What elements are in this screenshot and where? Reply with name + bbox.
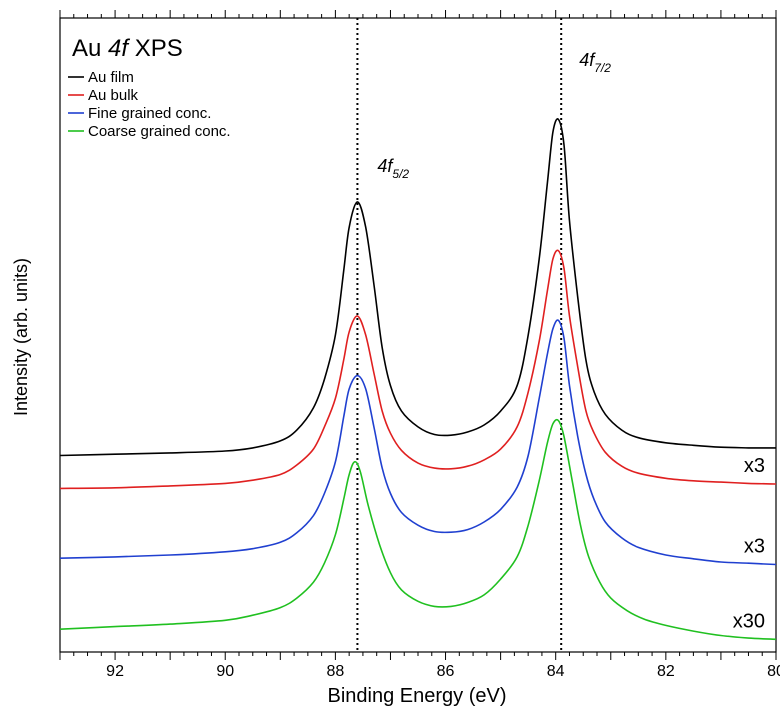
scale-label: x3 bbox=[744, 455, 765, 477]
x-tick-label: 92 bbox=[106, 663, 124, 680]
legend-entry: Coarse grained conc. bbox=[88, 123, 231, 140]
scale-label: x3 bbox=[744, 536, 765, 558]
series-line bbox=[59, 118, 777, 457]
series-lines bbox=[59, 118, 777, 641]
series-line bbox=[59, 319, 777, 566]
scale-label: x30 bbox=[733, 610, 765, 632]
scale-labels: x3 x3 x30 bbox=[733, 455, 765, 632]
series-line bbox=[59, 418, 777, 641]
legend-entry: Au bulk bbox=[88, 87, 139, 104]
tick-marks bbox=[59, 10, 777, 660]
x-tick-label: 90 bbox=[216, 663, 234, 680]
chart-title: Au 4f XPS bbox=[72, 35, 183, 62]
x-tick-label: 86 bbox=[437, 663, 455, 680]
peak-label: 4f7/2 bbox=[579, 50, 611, 75]
x-axis-label: Binding Energy (eV) bbox=[328, 685, 507, 707]
y-axis-label: Intensity (arb. units) bbox=[11, 258, 31, 416]
series-line bbox=[59, 249, 777, 490]
legend-entry: Fine grained conc. bbox=[88, 105, 211, 122]
legend-entry: Au film bbox=[88, 69, 134, 86]
x-tick-label: 82 bbox=[657, 663, 675, 680]
peak-label: 4f5/2 bbox=[377, 156, 409, 181]
reference-lines: 4f5/2 4f7/2 bbox=[356, 18, 611, 652]
x-tick-label: 88 bbox=[326, 663, 344, 680]
x-tick-label: 80 bbox=[767, 663, 780, 680]
x-tick-label: 84 bbox=[547, 663, 565, 680]
plot-area: 92 90 88 86 84 82 80 4f5/2 4f7/2 x3 x3 x30 bbox=[59, 10, 780, 680]
tick-labels: 92 90 88 86 84 82 80 bbox=[106, 663, 780, 680]
